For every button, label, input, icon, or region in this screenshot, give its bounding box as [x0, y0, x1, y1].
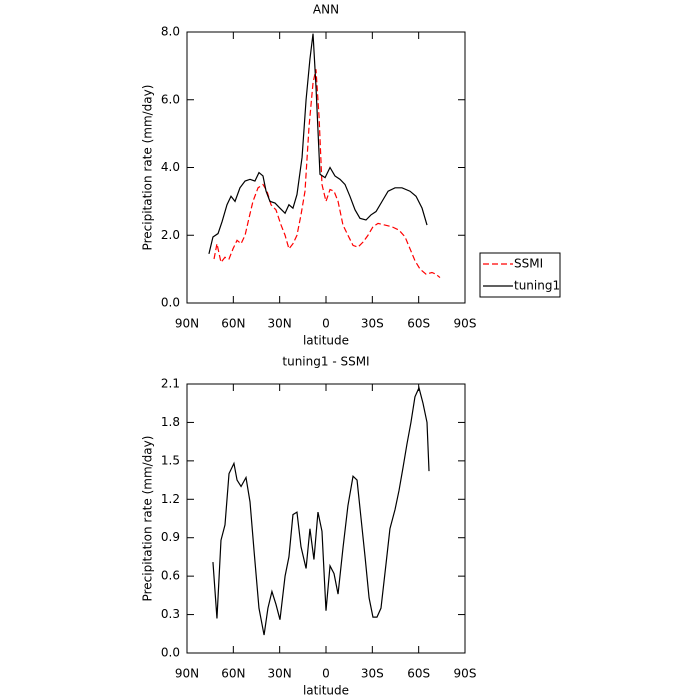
- y-tick-label: 8.0: [161, 25, 180, 39]
- y-tick-label: 0.9: [161, 530, 180, 544]
- y-tick-label: 6.0: [161, 92, 180, 106]
- x-axis-label: latitude: [303, 684, 349, 698]
- x-tick-label: 30N: [268, 667, 292, 681]
- y-tick-label: 0.3: [161, 607, 180, 621]
- plot-frame: [186, 31, 466, 304]
- x-tick-label: 30S: [361, 317, 384, 331]
- x-tick-label: 90N: [175, 667, 199, 681]
- data-line: [213, 69, 441, 279]
- y-tick-label: 0.0: [161, 646, 180, 660]
- legend-box: [479, 252, 561, 298]
- y-tick-label: 2.1: [161, 377, 180, 391]
- y-tick-label: 0.0: [161, 296, 180, 310]
- data-line: [212, 386, 430, 636]
- x-tick-label: 0: [322, 317, 330, 331]
- y-axis-label: Precipitation rate (mm/day): [141, 85, 155, 251]
- y-axis-label: Precipitation rate (mm/day): [141, 436, 155, 602]
- y-tick-label: 1.2: [161, 492, 180, 506]
- x-axis-label: latitude: [303, 334, 349, 348]
- x-tick-label: 90N: [175, 317, 199, 331]
- x-tick-label: 90S: [454, 317, 477, 331]
- y-tick-label: 1.5: [161, 453, 180, 467]
- x-tick-label: 60S: [407, 667, 430, 681]
- legend-label: tuning1: [514, 279, 560, 293]
- y-tick-label: 0.6: [161, 569, 180, 583]
- chart-title: ANN: [313, 3, 339, 17]
- x-tick-label: 0: [322, 667, 330, 681]
- data-line: [208, 33, 428, 255]
- x-tick-label: 60N: [221, 667, 245, 681]
- y-tick-label: 1.8: [161, 415, 180, 429]
- x-tick-label: 60S: [407, 317, 430, 331]
- y-tick-label: 4.0: [161, 160, 180, 174]
- x-tick-label: 60N: [221, 317, 245, 331]
- chart-title: tuning1 - SSMI: [282, 355, 369, 369]
- legend-label: SSMI: [514, 257, 543, 271]
- y-tick-label: 2.0: [161, 228, 180, 242]
- x-tick-label: 90S: [454, 667, 477, 681]
- x-tick-label: 30S: [361, 667, 384, 681]
- plot-frame: [186, 383, 466, 654]
- x-tick-label: 30N: [268, 317, 292, 331]
